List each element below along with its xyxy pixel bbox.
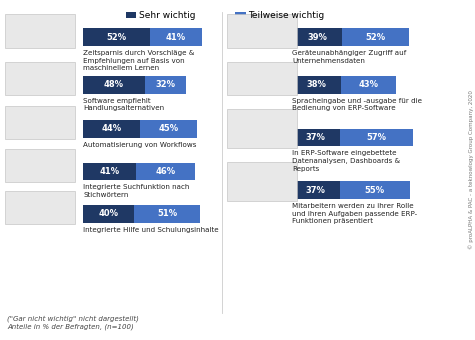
Text: Integrierte Hilfe und Schulungsinhalte: Integrierte Hilfe und Schulungsinhalte (83, 227, 219, 233)
Text: Sehr wichtig: Sehr wichtig (139, 11, 196, 20)
Bar (227, 109, 297, 148)
Text: Anteile in % der Befragten, (n=100): Anteile in % der Befragten, (n=100) (7, 324, 134, 330)
Text: Software empfiehlt
Handlungsalternativen: Software empfiehlt Handlungsalternativen (83, 98, 164, 111)
Bar (292, 129, 340, 146)
Text: 46%: 46% (155, 167, 175, 176)
Bar (126, 12, 136, 18)
Bar (340, 181, 410, 199)
Text: 38%: 38% (306, 80, 326, 89)
Bar (83, 120, 140, 138)
Text: Mitarbeitern werden zu ihrer Rolle
und ihren Aufgaben passende ERP-
Funktionen p: Mitarbeitern werden zu ihrer Rolle und i… (292, 203, 418, 224)
Bar (134, 205, 200, 223)
Bar (341, 76, 396, 94)
Bar (83, 205, 134, 223)
Text: 55%: 55% (365, 186, 385, 194)
Text: ("Gar nicht wichtig" nicht dargestellt): ("Gar nicht wichtig" nicht dargestellt) (7, 316, 139, 322)
Text: 51%: 51% (157, 209, 177, 218)
Text: 44%: 44% (101, 124, 122, 133)
Bar (292, 28, 342, 46)
Text: 39%: 39% (307, 33, 327, 41)
Bar (5, 106, 75, 139)
Bar (145, 76, 186, 94)
Text: 32%: 32% (155, 80, 175, 89)
Bar (140, 120, 197, 138)
Text: 43%: 43% (359, 80, 379, 89)
Bar (340, 129, 413, 146)
Bar (5, 62, 75, 95)
Text: 57%: 57% (366, 133, 386, 142)
Text: In ERP-Software eingebettete
Datenanalysen, Dashboards &
Reports: In ERP-Software eingebettete Datenanalys… (292, 150, 400, 172)
Bar (136, 163, 195, 180)
Text: Integrierte Suchfunktion nach
Stichwörtern: Integrierte Suchfunktion nach Stichwörte… (83, 184, 190, 198)
Text: 37%: 37% (306, 133, 326, 142)
Text: Zeitsparnis durch Vorschläge &
Empfehlungen auf Basis von
maschinellem Lernen: Zeitsparnis durch Vorschläge & Empfehlun… (83, 50, 194, 71)
Bar (292, 76, 341, 94)
Text: Spracheingabe und -ausgabe für die
Bedienung von ERP-Software: Spracheingabe und -ausgabe für die Bedie… (292, 98, 422, 111)
Text: 40%: 40% (99, 209, 119, 218)
Text: Geräteunabhängiger Zugriff auf
Unternehmensdaten: Geräteunabhängiger Zugriff auf Unternehm… (292, 50, 407, 64)
Bar (292, 181, 340, 199)
Text: © proALPHA & PAC - a teknowlogy Group Company, 2020: © proALPHA & PAC - a teknowlogy Group Co… (469, 90, 475, 250)
Text: Teilweise wichtig: Teilweise wichtig (248, 11, 325, 20)
Text: 52%: 52% (365, 33, 386, 41)
Text: 52%: 52% (106, 33, 126, 41)
Bar (5, 149, 75, 182)
Bar (235, 12, 246, 18)
Bar (83, 76, 145, 94)
Text: 48%: 48% (104, 80, 124, 89)
Text: 41%: 41% (166, 33, 186, 41)
Bar (5, 191, 75, 224)
Bar (83, 28, 150, 46)
Bar (227, 162, 297, 201)
Bar (5, 14, 75, 48)
Bar (342, 28, 409, 46)
Bar (227, 62, 297, 95)
Text: 45%: 45% (158, 124, 179, 133)
Bar (83, 163, 136, 180)
Text: 41%: 41% (99, 167, 120, 176)
Bar (227, 14, 297, 48)
Bar (150, 28, 202, 46)
Text: Automatisierung von Workflows: Automatisierung von Workflows (83, 142, 197, 148)
Text: 37%: 37% (306, 186, 326, 194)
